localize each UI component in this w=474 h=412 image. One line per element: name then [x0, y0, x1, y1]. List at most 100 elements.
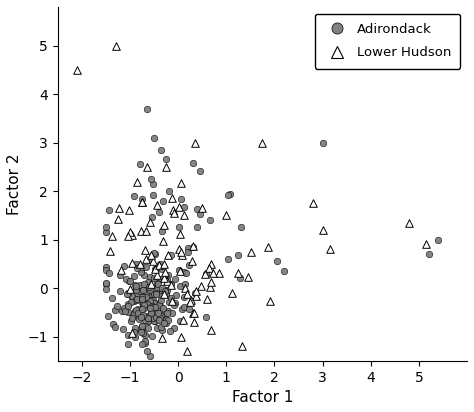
- Point: [144, 279, 151, 286]
- Point: [131, 281, 139, 288]
- Point: [176, 318, 184, 325]
- Point: [138, 322, 146, 329]
- Point: [147, 252, 155, 259]
- Point: [147, 310, 155, 316]
- Point: [146, 312, 154, 318]
- Point: [196, 168, 204, 174]
- X-axis label: Factor 1: Factor 1: [232, 390, 293, 405]
- Point: [126, 207, 133, 214]
- Point: [149, 258, 156, 265]
- Point: [146, 287, 154, 294]
- Point: [148, 295, 156, 302]
- Point: [141, 332, 148, 339]
- Point: [133, 287, 140, 293]
- Point: [176, 268, 184, 275]
- Point: [201, 271, 209, 277]
- Point: [227, 190, 234, 197]
- Point: [151, 266, 159, 273]
- Point: [137, 288, 144, 294]
- Point: [177, 180, 184, 186]
- Point: [425, 251, 432, 258]
- Point: [147, 294, 155, 300]
- Point: [125, 309, 132, 316]
- Point: [152, 290, 160, 297]
- Point: [104, 313, 112, 320]
- Point: [108, 233, 115, 239]
- Point: [193, 224, 201, 231]
- Point: [164, 307, 172, 314]
- Point: [140, 281, 147, 288]
- Point: [137, 267, 145, 273]
- Point: [117, 272, 124, 279]
- Point: [121, 307, 128, 314]
- Point: [115, 205, 122, 211]
- Point: [152, 266, 160, 272]
- Point: [144, 315, 152, 321]
- Point: [146, 305, 154, 311]
- Point: [143, 264, 150, 270]
- Point: [181, 211, 188, 218]
- Point: [162, 290, 170, 297]
- Point: [146, 353, 153, 359]
- Point: [158, 297, 165, 303]
- Point: [161, 222, 168, 228]
- Point: [162, 164, 170, 170]
- Point: [125, 233, 132, 240]
- Point: [189, 309, 197, 316]
- Point: [124, 290, 131, 296]
- Point: [193, 205, 201, 212]
- Point: [188, 258, 196, 264]
- Point: [127, 298, 135, 305]
- Point: [147, 306, 155, 313]
- Point: [155, 300, 163, 306]
- Point: [137, 314, 145, 321]
- Point: [154, 280, 161, 286]
- Point: [141, 316, 149, 323]
- Point: [155, 317, 163, 323]
- Point: [192, 292, 200, 299]
- Point: [405, 219, 413, 226]
- Point: [202, 314, 210, 321]
- Point: [147, 281, 155, 288]
- Point: [102, 264, 109, 271]
- Point: [183, 348, 191, 354]
- Point: [138, 322, 146, 329]
- Point: [165, 187, 173, 194]
- Point: [207, 279, 215, 285]
- Point: [134, 293, 142, 299]
- Point: [128, 294, 136, 301]
- Point: [126, 228, 134, 235]
- Point: [309, 200, 317, 206]
- Point: [184, 248, 191, 255]
- Point: [158, 227, 166, 234]
- Point: [202, 271, 210, 277]
- Point: [128, 293, 136, 299]
- Point: [170, 325, 178, 332]
- Point: [149, 303, 156, 310]
- Point: [137, 281, 144, 288]
- Point: [131, 308, 139, 314]
- Point: [133, 265, 141, 271]
- Point: [234, 252, 242, 258]
- Point: [164, 272, 172, 279]
- Point: [158, 334, 166, 341]
- Point: [155, 281, 162, 287]
- Point: [177, 334, 185, 341]
- Point: [157, 293, 165, 299]
- Point: [159, 238, 167, 244]
- Point: [177, 249, 185, 255]
- Point: [173, 291, 180, 298]
- Point: [137, 298, 145, 304]
- Point: [145, 297, 153, 303]
- Point: [107, 248, 114, 254]
- Point: [102, 266, 109, 273]
- Point: [138, 296, 146, 302]
- Point: [141, 339, 148, 346]
- Point: [112, 42, 119, 49]
- Point: [189, 159, 196, 166]
- Point: [137, 326, 144, 333]
- Point: [166, 328, 173, 334]
- Point: [155, 310, 162, 316]
- Point: [165, 299, 173, 305]
- Point: [138, 196, 146, 202]
